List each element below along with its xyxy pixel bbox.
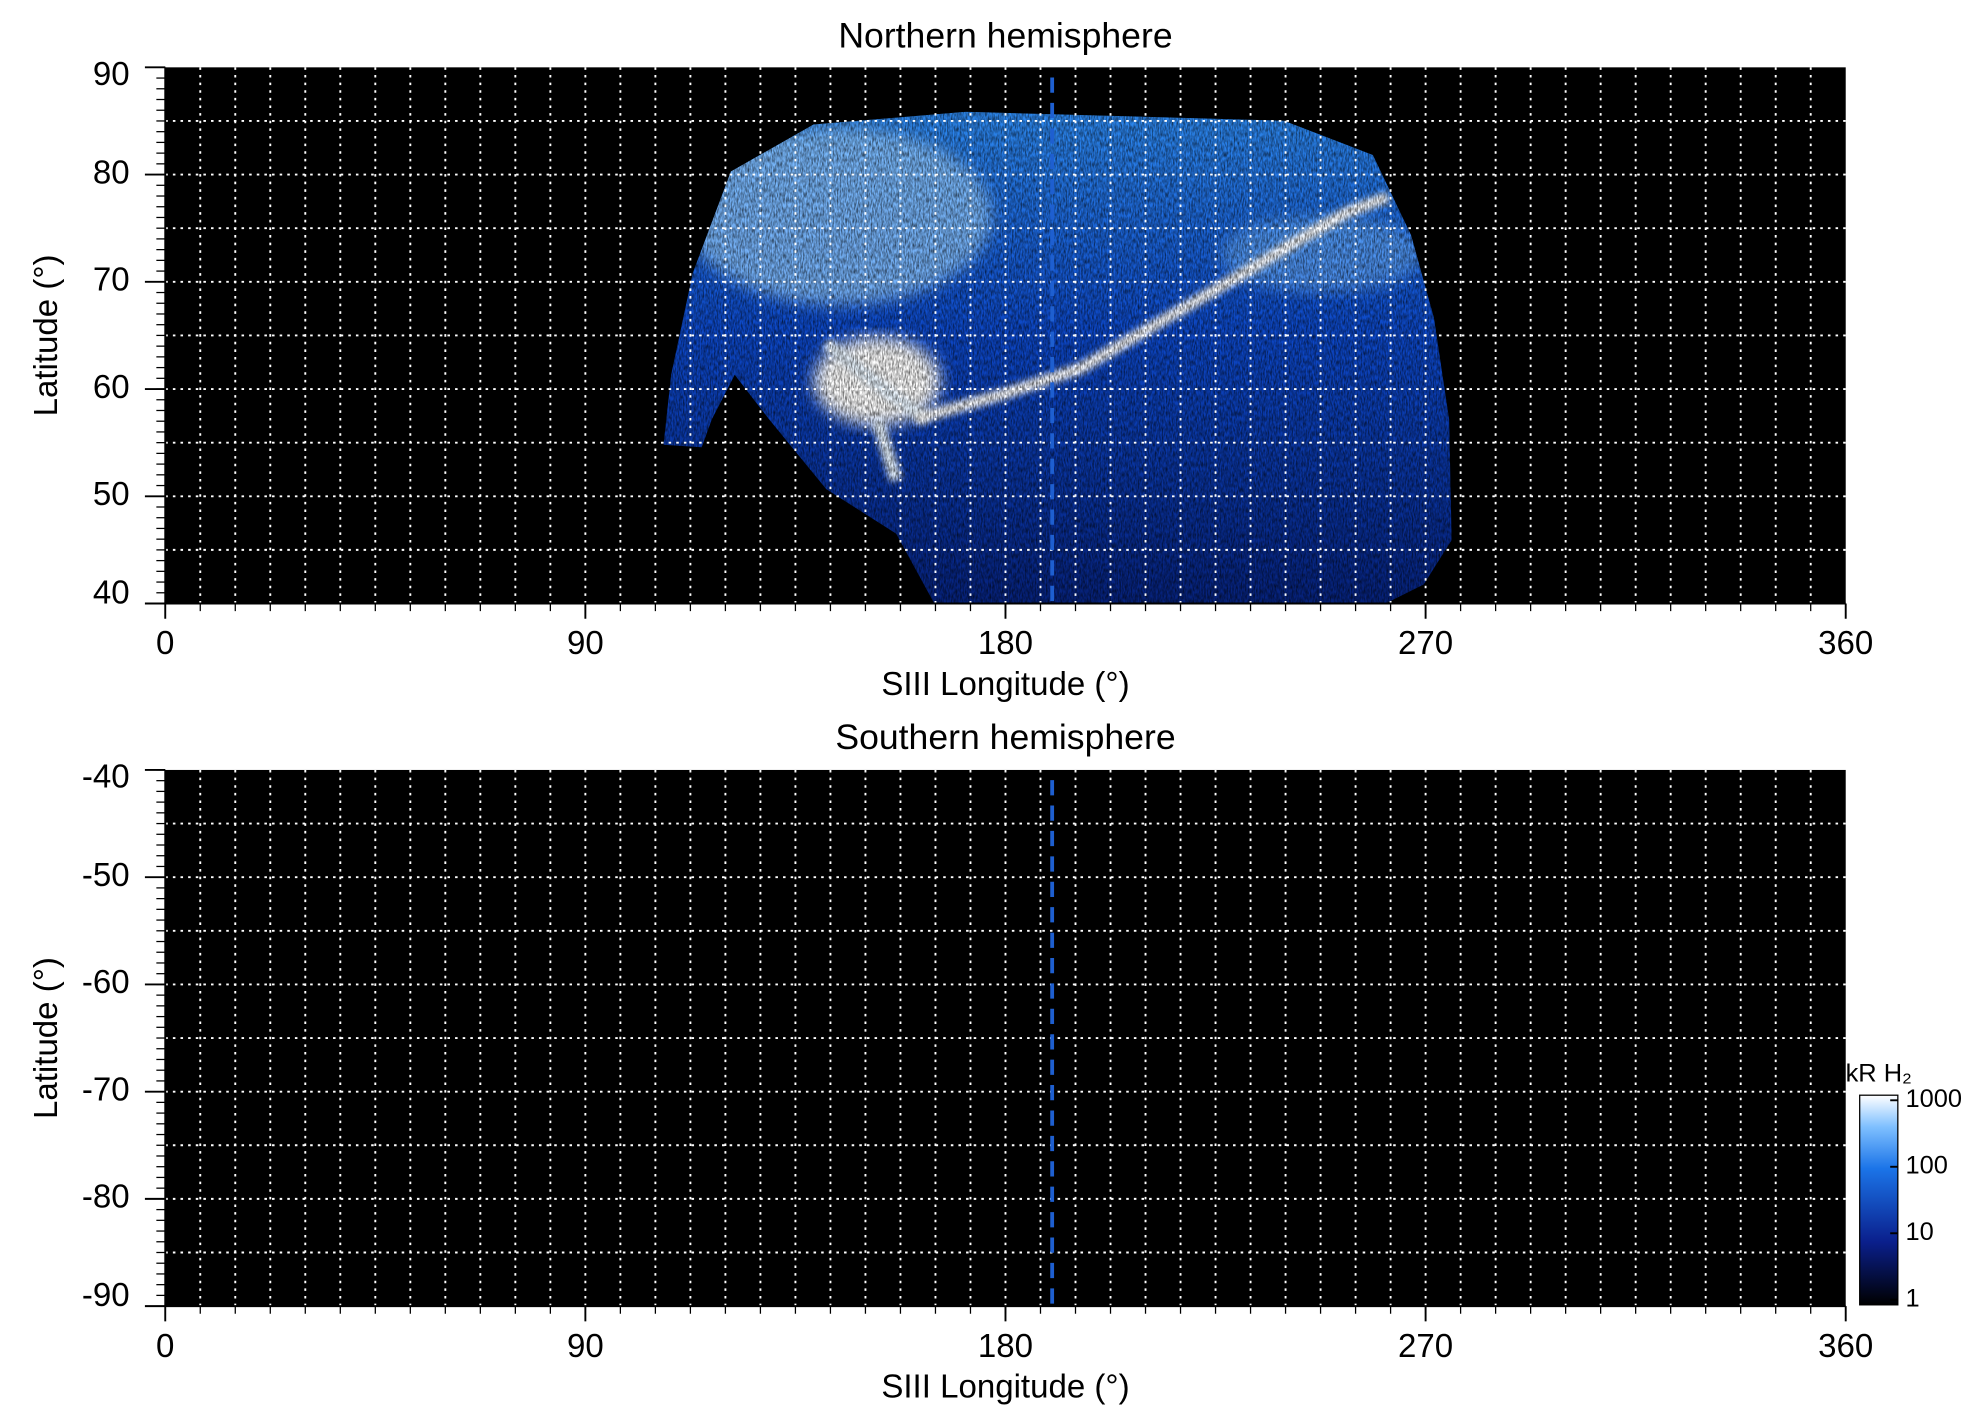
x-tick-label: 270 [1398,1328,1453,1365]
y-tick-label: -80 [82,1179,130,1216]
x-tick-label: 360 [1818,1328,1873,1365]
y-axis-title: Latitude (°) [28,957,65,1119]
x-tick-label: 0 [156,1328,174,1365]
colorbar-tick-label: 10 [1905,1218,1933,1246]
x-tick-label: 360 [1818,625,1873,662]
y-tick-label: -90 [82,1277,130,1314]
y-tick-label: 60 [93,369,130,406]
x-tick-label: 270 [1398,625,1453,662]
chart-title: Southern hemisphere [835,717,1175,757]
y-tick-label: -60 [82,964,130,1001]
y-tick-label: 40 [93,574,130,611]
y-tick-label: 70 [93,262,130,299]
y-tick-label: 80 [93,154,130,191]
colorbar-tick-label: 100 [1905,1151,1947,1179]
colorbar-tick-label: 1000 [1905,1085,1962,1113]
x-axis-title: SIII Longitude (°) [881,1368,1129,1405]
y-tick-label: 50 [93,476,130,513]
y-tick-label: -70 [82,1071,130,1108]
x-tick-label: 90 [567,1328,604,1365]
x-axis-title: SIII Longitude (°) [881,666,1129,703]
colorbar-tick-label: 1 [1905,1284,1919,1312]
y-tick-label: -50 [82,857,130,894]
x-tick-label: 180 [978,625,1033,662]
y-axis-title: Latitude (°) [28,254,65,416]
x-tick-label: 0 [156,625,174,662]
colorbar [1859,1094,1899,1306]
y-tick-label: -40 [82,759,130,796]
colorbar-title: kR H₂ [1846,1060,1912,1088]
chart-title: Northern hemisphere [838,16,1172,56]
x-tick-label: 90 [567,625,604,662]
y-tick-label: 90 [93,56,130,93]
x-tick-label: 180 [978,1328,1033,1365]
